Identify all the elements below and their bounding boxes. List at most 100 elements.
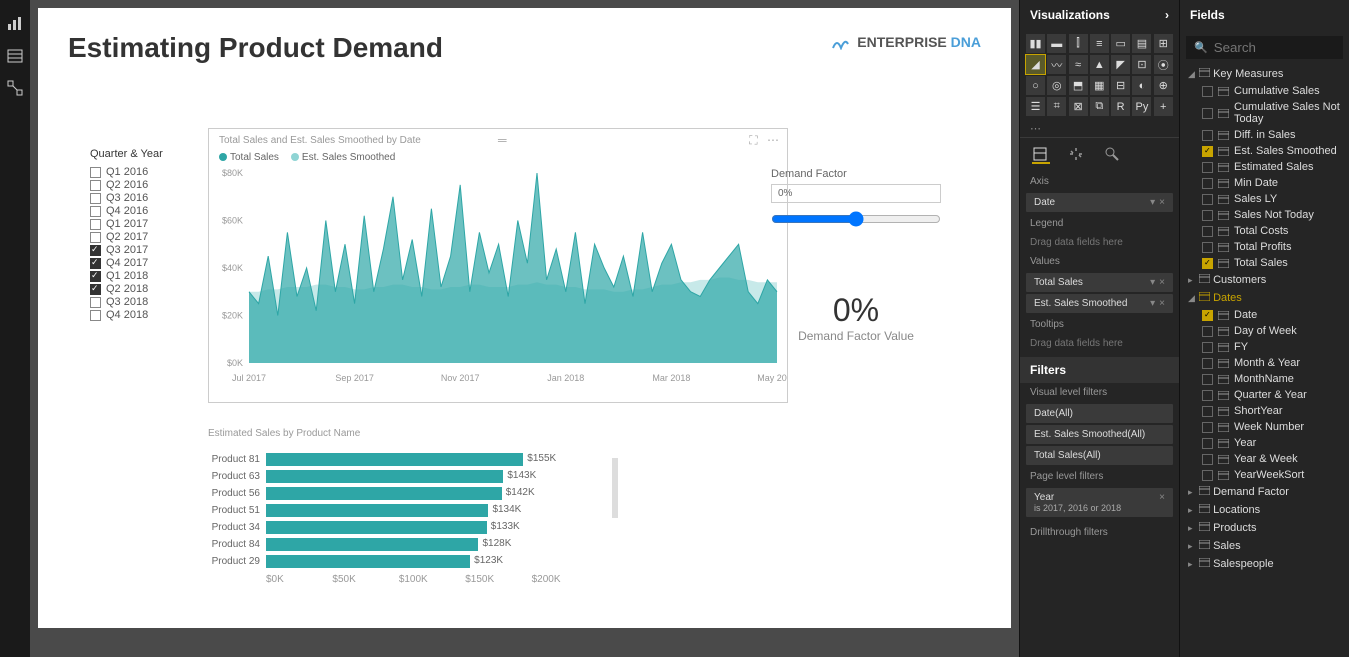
filter-total-sales[interactable]: Total Sales(All) [1026, 446, 1173, 465]
remove-value-icon[interactable]: × [1159, 277, 1165, 288]
legend-drop-hint[interactable]: Drag data fields here [1020, 233, 1179, 252]
field-item[interactable]: Cumulative Sales Not Today [1180, 99, 1349, 127]
checkbox-icon[interactable] [90, 193, 101, 204]
viz-type-icon[interactable]: + [1154, 97, 1173, 116]
viz-type-icon[interactable]: ⊡ [1132, 55, 1151, 74]
viz-type-icon[interactable]: ▭ [1111, 34, 1130, 53]
field-item[interactable]: Sales Not Today [1180, 207, 1349, 223]
viz-type-icon[interactable]: ○ [1026, 76, 1045, 95]
viz-type-icon[interactable]: ≈ [1069, 55, 1088, 74]
viz-type-icon[interactable]: ☰ [1026, 97, 1045, 116]
field-checkbox[interactable] [1202, 454, 1213, 465]
checkbox-icon[interactable] [90, 180, 101, 191]
viz-type-icon[interactable]: 〰 [1047, 55, 1066, 74]
field-checkbox[interactable] [1202, 130, 1213, 141]
search-input[interactable] [1214, 40, 1335, 55]
viz-type-icon[interactable]: ⫿ [1069, 34, 1088, 53]
field-checkbox[interactable] [1202, 470, 1213, 481]
slicer-item[interactable]: Q4 2018 [90, 309, 163, 321]
slicer-item[interactable]: Q4 2017 [90, 257, 163, 269]
page-filter-year[interactable]: Year× is 2017, 2016 or 2018 [1026, 488, 1173, 517]
viz-type-icon[interactable]: ▲ [1090, 55, 1109, 74]
field-checkbox[interactable] [1202, 258, 1213, 269]
bar-scrollbar[interactable] [612, 458, 618, 518]
viz-type-icon[interactable]: ⊞ [1154, 34, 1173, 53]
field-checkbox[interactable] [1202, 86, 1213, 97]
field-item[interactable]: Diff. in Sales [1180, 127, 1349, 143]
viz-type-icon[interactable]: ⧉ [1090, 97, 1109, 116]
checkbox-icon[interactable] [90, 219, 101, 230]
field-checkbox[interactable] [1202, 438, 1213, 449]
slicer-item[interactable]: Q2 2016 [90, 179, 163, 191]
checkbox-icon[interactable] [90, 167, 101, 178]
report-view-icon[interactable] [0, 8, 30, 40]
values-well-est-sales[interactable]: Est. Sales Smoothed▾× [1026, 294, 1173, 313]
quarter-year-slicer[interactable]: Quarter & Year Q1 2016Q2 2016Q3 2016Q4 2… [90, 148, 163, 322]
viz-type-icon[interactable]: ⊟ [1111, 76, 1130, 95]
field-checkbox[interactable] [1202, 178, 1213, 189]
product-bar-chart[interactable]: Estimated Sales by Product Name Product … [208, 428, 598, 613]
field-item[interactable]: FY [1180, 339, 1349, 355]
viz-type-icon[interactable]: ≡ [1090, 34, 1109, 53]
field-checkbox[interactable] [1202, 146, 1213, 157]
field-checkbox[interactable] [1202, 194, 1213, 205]
slicer-item[interactable]: Q3 2016 [90, 192, 163, 204]
viz-type-icon[interactable]: ◐ [1132, 76, 1151, 95]
collapse-icon[interactable]: › [1165, 8, 1169, 22]
slicer-item[interactable]: Q2 2017 [90, 231, 163, 243]
viz-type-icon[interactable]: ◢ [1026, 55, 1045, 74]
field-group[interactable]: ▸ Salespeople [1180, 555, 1349, 573]
field-checkbox[interactable] [1202, 210, 1213, 221]
viz-type-icon[interactable]: ▬ [1047, 34, 1066, 53]
viz-type-icon[interactable]: Py [1132, 97, 1151, 116]
more-options-icon[interactable]: ⋯ [767, 133, 779, 147]
format-tab-icon[interactable] [1068, 146, 1086, 164]
field-group[interactable]: ▸ Demand Factor [1180, 483, 1349, 501]
field-item[interactable]: YearWeekSort [1180, 467, 1349, 483]
filter-est-sales[interactable]: Est. Sales Smoothed(All) [1026, 425, 1173, 444]
field-item[interactable]: Day of Week [1180, 323, 1349, 339]
axis-well-date[interactable]: Date▾× [1026, 193, 1173, 212]
viz-type-icon[interactable]: ▦ [1090, 76, 1109, 95]
field-checkbox[interactable] [1202, 162, 1213, 173]
field-checkbox[interactable] [1202, 226, 1213, 237]
analytics-tab-icon[interactable] [1104, 146, 1122, 164]
field-checkbox[interactable] [1202, 390, 1213, 401]
field-checkbox[interactable] [1202, 406, 1213, 417]
field-checkbox[interactable] [1202, 310, 1213, 321]
checkbox-icon[interactable] [90, 245, 101, 256]
field-group[interactable]: ▸ Customers [1180, 271, 1349, 289]
model-view-icon[interactable] [0, 72, 30, 104]
slicer-item[interactable]: Q1 2016 [90, 166, 163, 178]
checkbox-icon[interactable] [90, 310, 101, 321]
field-group[interactable]: ▸ Products [1180, 519, 1349, 537]
field-item[interactable]: Estimated Sales [1180, 159, 1349, 175]
field-item[interactable]: ShortYear [1180, 403, 1349, 419]
viz-type-icon[interactable]: ⊕ [1154, 76, 1173, 95]
field-item[interactable]: Cumulative Sales [1180, 83, 1349, 99]
field-item[interactable]: Sales LY [1180, 191, 1349, 207]
demand-slider[interactable] [771, 211, 941, 227]
viz-type-icon[interactable]: ◤ [1111, 55, 1130, 74]
drag-handle-icon[interactable]: ═ [498, 133, 507, 147]
field-item[interactable]: Total Costs [1180, 223, 1349, 239]
checkbox-icon[interactable] [90, 297, 101, 308]
viz-type-icon[interactable]: ⬒ [1069, 76, 1088, 95]
viz-type-icon[interactable]: ▤ [1132, 34, 1151, 53]
viz-type-icon[interactable]: ⌗ [1047, 97, 1066, 116]
field-group[interactable]: ◢ Dates [1180, 289, 1349, 307]
report-page[interactable]: Estimating Product Demand ENTERPRISE DNA… [38, 8, 1011, 628]
field-checkbox[interactable] [1202, 358, 1213, 369]
tooltips-drop-hint[interactable]: Drag data fields here [1020, 334, 1179, 353]
field-group[interactable]: ▸ Sales [1180, 537, 1349, 555]
field-item[interactable]: Quarter & Year [1180, 387, 1349, 403]
remove-axis-icon[interactable]: × [1159, 197, 1165, 208]
field-group[interactable]: ◢ Key Measures [1180, 65, 1349, 83]
slicer-item[interactable]: Q4 2016 [90, 205, 163, 217]
slicer-item[interactable]: Q3 2018 [90, 296, 163, 308]
field-item[interactable]: Month & Year [1180, 355, 1349, 371]
remove-page-filter-icon[interactable]: × [1159, 492, 1165, 503]
field-item[interactable]: Year & Week [1180, 451, 1349, 467]
field-checkbox[interactable] [1202, 242, 1213, 253]
field-item[interactable]: Year [1180, 435, 1349, 451]
